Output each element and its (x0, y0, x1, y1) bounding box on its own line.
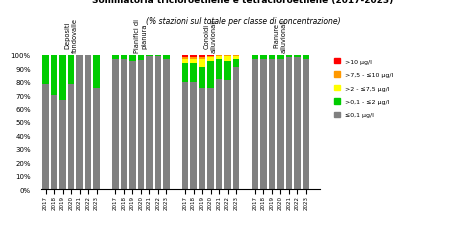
Text: Conoidi
alluvionali: Conoidi alluvionali (204, 19, 217, 53)
Bar (182, 82, 188, 189)
Bar (190, 55, 197, 58)
Bar (269, 59, 275, 189)
Bar (199, 58, 205, 59)
Bar (216, 55, 222, 57)
Bar (225, 57, 231, 62)
Bar (252, 55, 258, 59)
Bar (68, 85, 74, 189)
Bar (163, 59, 170, 189)
Bar (260, 59, 266, 189)
Bar (260, 55, 266, 59)
Bar (59, 55, 66, 101)
Bar (190, 59, 197, 64)
Bar (138, 61, 144, 189)
Bar (182, 55, 188, 58)
Bar (163, 55, 170, 59)
Bar (146, 57, 153, 189)
Bar (155, 57, 161, 189)
Bar (207, 62, 214, 89)
Bar (121, 55, 127, 59)
Text: Pianure
alluvionali: Pianure alluvionali (274, 19, 287, 53)
Bar (146, 55, 153, 57)
Bar (233, 55, 239, 57)
Bar (155, 55, 161, 57)
Bar (182, 64, 188, 82)
Legend: >10 μg/l, >7,5 - ≤10 μg/l, >2 - ≤7,5 μg/l, >0,1 - ≤2 μg/l, ≤0,1 μg/l: >10 μg/l, >7,5 - ≤10 μg/l, >2 - ≤7,5 μg/… (334, 58, 393, 118)
Bar (199, 89, 205, 189)
Bar (207, 89, 214, 189)
Bar (199, 67, 205, 89)
Bar (138, 55, 144, 61)
Text: Pianifici di
pianura: Pianifici di pianura (135, 19, 147, 53)
Bar (233, 57, 239, 59)
Bar (76, 55, 83, 189)
Bar (42, 55, 49, 85)
Bar (190, 64, 197, 82)
Bar (129, 55, 135, 62)
Text: Sommatoria tricloroetilene e tetracloroetilene (2017-2023): Sommatoria tricloroetilene e tetracloroe… (92, 0, 394, 5)
Bar (85, 55, 91, 189)
Bar (225, 62, 231, 81)
Bar (303, 55, 309, 59)
Bar (216, 79, 222, 189)
Bar (216, 59, 222, 79)
Bar (68, 55, 74, 85)
Bar (233, 59, 239, 67)
Bar (182, 58, 188, 59)
Bar (233, 67, 239, 189)
Bar (216, 57, 222, 59)
Bar (207, 55, 214, 57)
Bar (51, 55, 57, 96)
Bar (94, 89, 100, 189)
Bar (199, 59, 205, 67)
Bar (190, 82, 197, 189)
Bar (269, 55, 275, 59)
Text: Depositi
fondovalle: Depositi fondovalle (65, 18, 77, 53)
Bar (303, 59, 309, 189)
Bar (277, 55, 284, 59)
Bar (112, 59, 118, 189)
Bar (129, 62, 135, 189)
Bar (42, 85, 49, 189)
Bar (294, 58, 301, 189)
Bar (286, 55, 292, 58)
Bar (94, 55, 100, 89)
Bar (294, 55, 301, 58)
Bar (59, 101, 66, 189)
Bar (225, 55, 231, 57)
Bar (286, 58, 292, 189)
Bar (190, 58, 197, 59)
Bar (121, 59, 127, 189)
Text: (% stazioni sul totale per classe di concentrazione): (% stazioni sul totale per classe di con… (146, 16, 340, 25)
Bar (199, 55, 205, 58)
Bar (182, 59, 188, 64)
Bar (112, 55, 118, 59)
Bar (277, 59, 284, 189)
Bar (252, 59, 258, 189)
Bar (225, 81, 231, 189)
Bar (207, 58, 214, 62)
Bar (207, 57, 214, 58)
Bar (51, 96, 57, 189)
